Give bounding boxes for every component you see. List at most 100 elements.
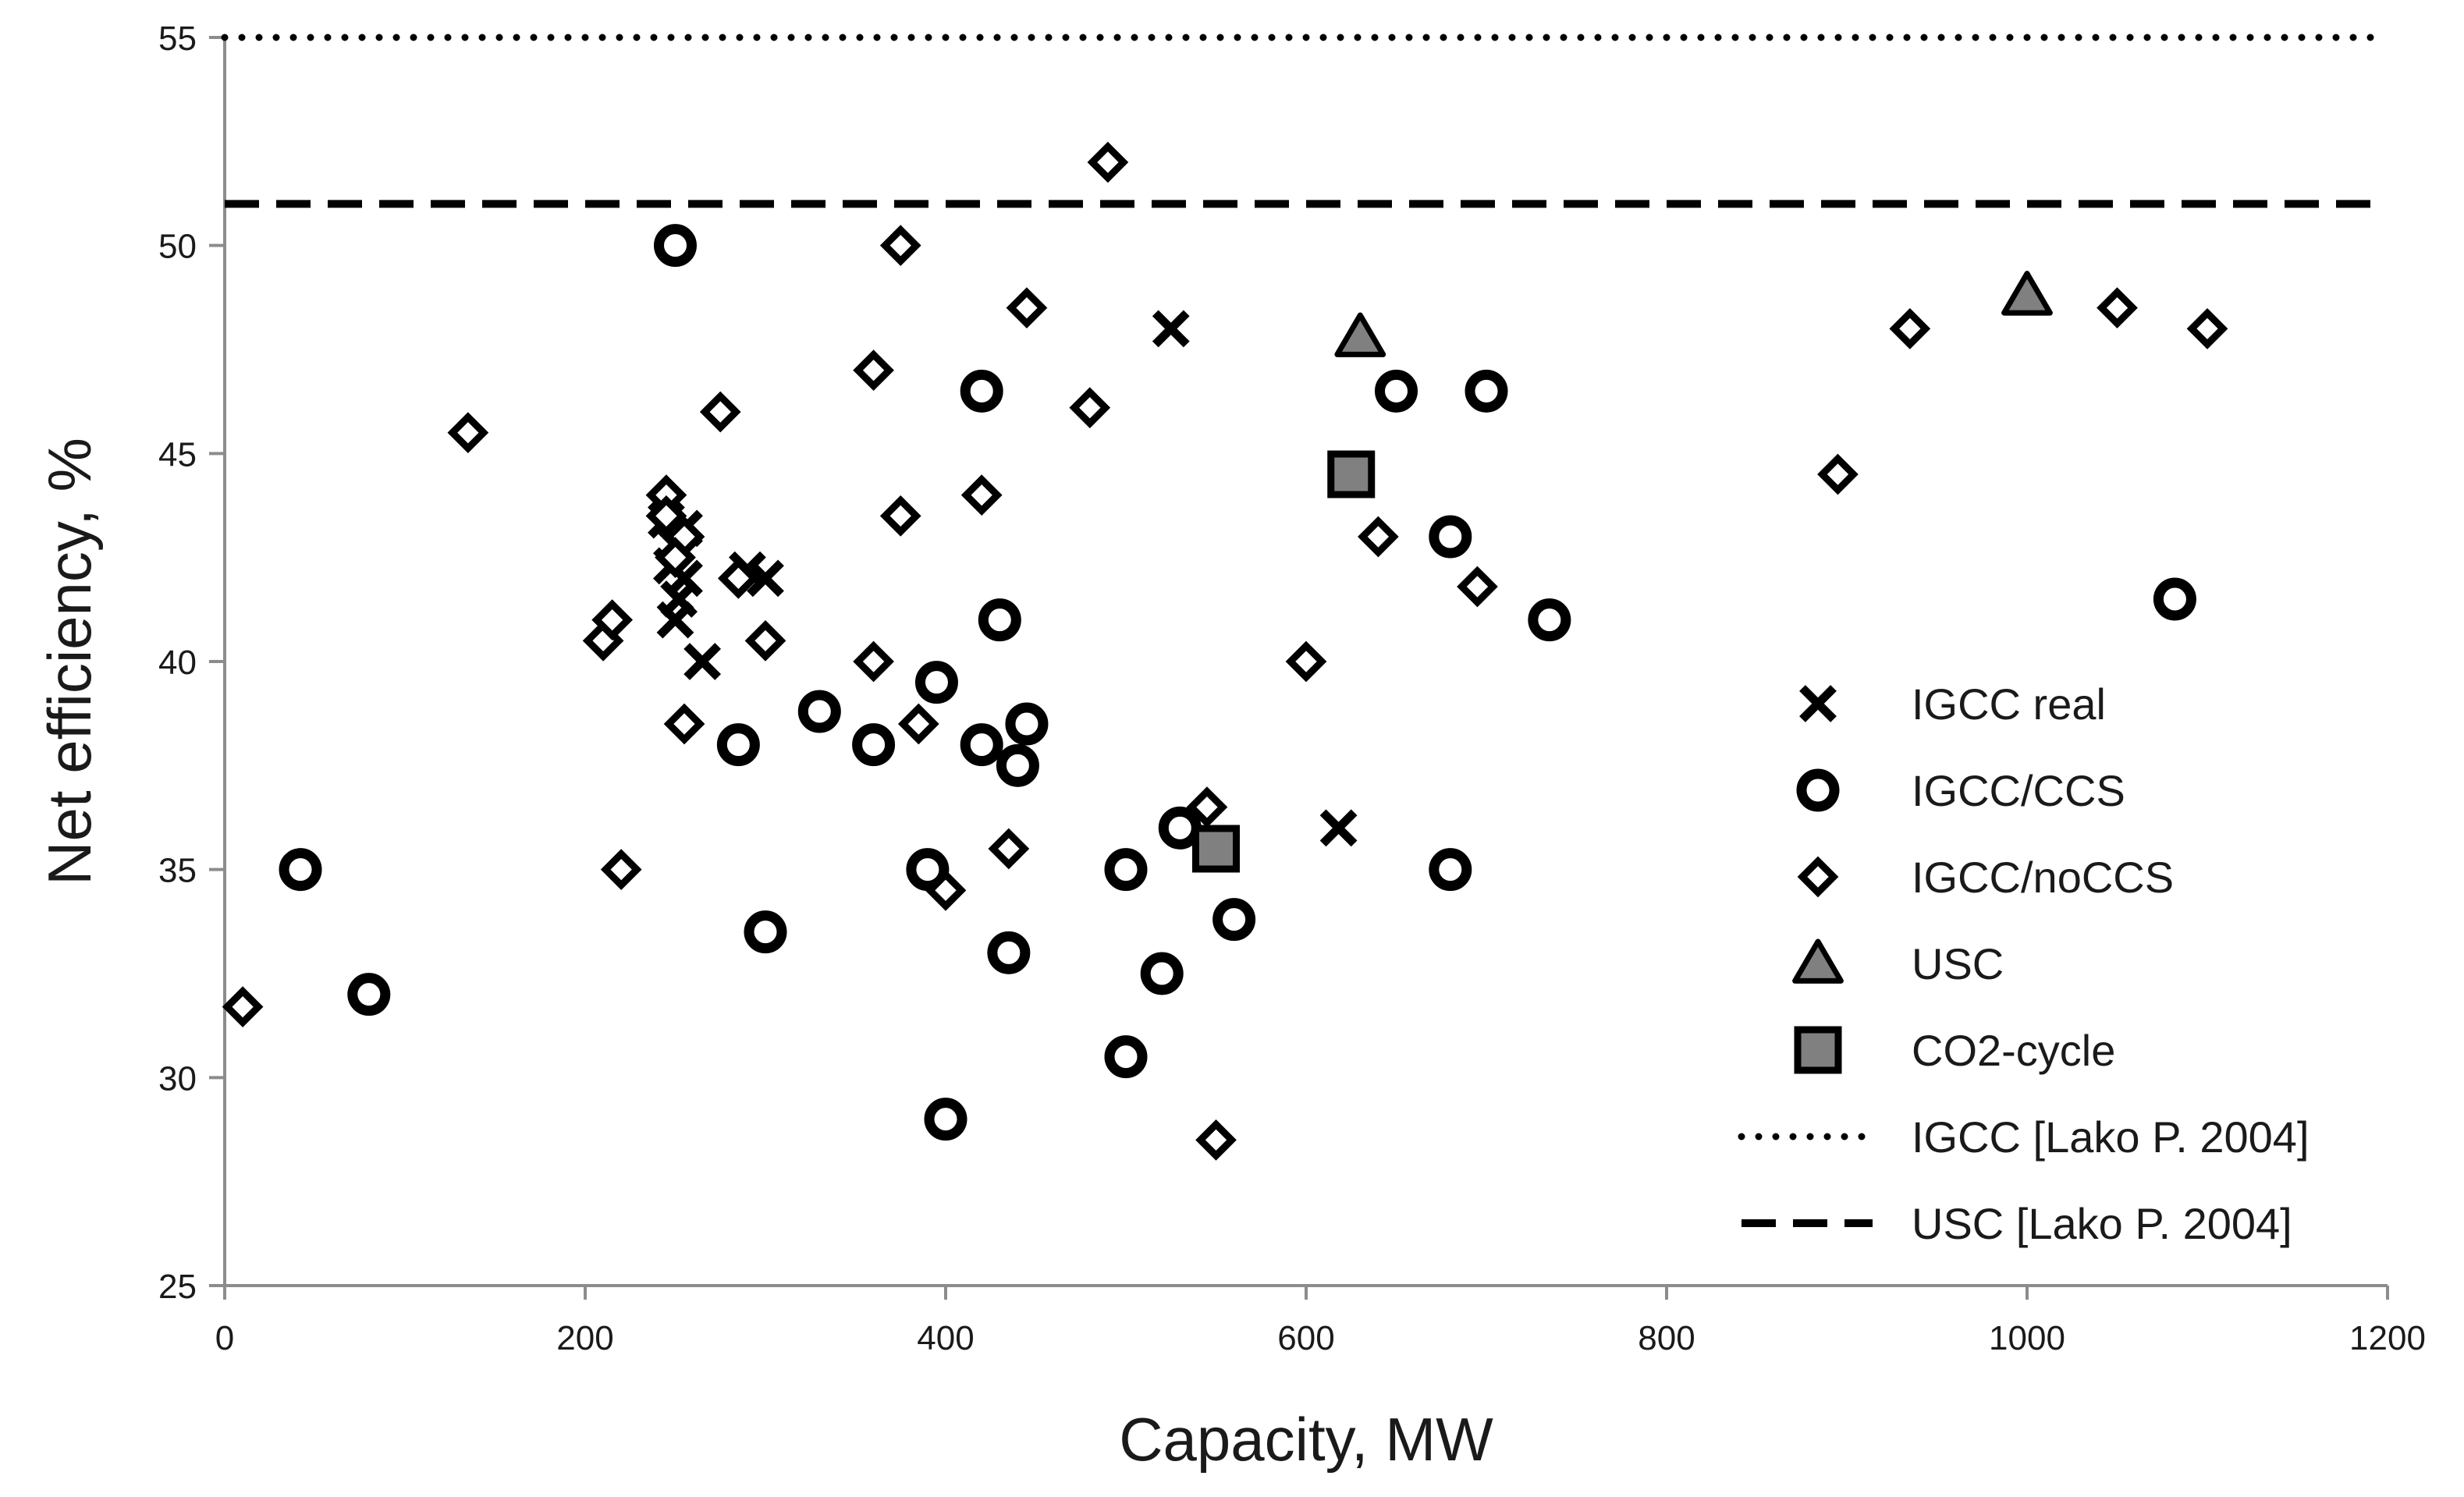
data-point-circle (1375, 369, 1418, 413)
data-point-circle (852, 723, 896, 767)
legend-label: IGCC real (1912, 679, 2106, 729)
data-point-diamond (222, 986, 264, 1028)
data-point-circle (1140, 952, 1184, 995)
y-axis-title: Net efficiency, % (35, 438, 104, 885)
x-axis-title: Capacity, MW (1119, 1405, 1493, 1474)
data-point-circle (996, 743, 1039, 787)
data-markers (222, 141, 2228, 1161)
data-point-circle (347, 973, 391, 1016)
data-point-circle (716, 723, 760, 767)
data-point-diamond (2097, 287, 2138, 329)
x-tick-label: 600 (1277, 1319, 1334, 1357)
y-tick-label: 55 (158, 20, 197, 58)
x-tick-label: 200 (556, 1319, 613, 1357)
data-point-diamond (2186, 307, 2228, 349)
reference-lines (221, 34, 2391, 208)
data-point-x (1319, 809, 1358, 847)
legend-item: USC (1792, 938, 2004, 988)
data-point-diamond (897, 703, 939, 745)
data-point-circle (960, 723, 1003, 767)
x-tick-label: 400 (917, 1319, 974, 1357)
data-point-diamond (744, 619, 786, 662)
data-point-circle (1104, 1035, 1148, 1079)
data-point-diamond (925, 869, 967, 911)
x-tick-label: 1200 (2349, 1319, 2426, 1357)
x-tick-label: 800 (1638, 1319, 1695, 1357)
y-tick-label: 45 (158, 435, 197, 474)
legend-label: USC [Lako P. 2004] (1912, 1199, 2292, 1248)
data-point-diamond (447, 412, 489, 454)
data-point-circle (978, 598, 1021, 642)
data-point-circle (906, 848, 950, 892)
legend-item: USC [Lako P. 2004] (1741, 1199, 2292, 1248)
x-tick-label: 0 (215, 1319, 234, 1357)
data-point-diamond (853, 640, 894, 683)
legend-symbol-x (1799, 685, 1837, 722)
legend-item: IGCC real (1799, 679, 2106, 729)
legend-item: CO2-cycle (1794, 1026, 2115, 1075)
data-point-circle (1212, 898, 1256, 942)
y-tick-label: 25 (158, 1268, 197, 1306)
legend-item: IGCC/CCS (1796, 766, 2125, 815)
legend-symbol-circle (1796, 768, 1840, 812)
data-point-diamond (1358, 516, 1399, 558)
data-point-circle (1104, 848, 1148, 892)
data-point-diamond (1087, 141, 1129, 183)
data-point-diamond (1457, 566, 1498, 608)
y-tick-label: 50 (158, 228, 197, 266)
axes: 0 200 400 600 800 1000 1200 25 30 35 40 45 50 55 (158, 20, 2426, 1357)
legend-symbol-triangle (1792, 938, 1844, 984)
data-point-circle (1429, 515, 1472, 559)
data-point-circle (1528, 598, 1571, 642)
legend-label: IGCC [Lako P. 2004] (1912, 1112, 2310, 1162)
data-point-diamond (1285, 640, 1327, 683)
legend-label: USC (1912, 939, 2004, 988)
data-point-circle (744, 910, 787, 954)
legend-symbol-square (1794, 1026, 1842, 1074)
y-axis-ticks: 25 30 35 40 45 50 55 (158, 20, 225, 1306)
data-point-circle (654, 224, 697, 268)
data-point-circle (960, 369, 1003, 413)
legend-item: IGCC [Lako P. 2004] (1738, 1112, 2310, 1162)
data-point-square (1192, 825, 1240, 873)
data-point-x (747, 559, 784, 598)
data-point-diamond (717, 557, 759, 599)
data-point-diamond (1069, 387, 1111, 429)
data-point-diamond (600, 849, 642, 891)
data-point-circle (1465, 369, 1508, 413)
x-tick-label: 1000 (1989, 1319, 2065, 1357)
legend-label: IGCC/noCCS (1912, 853, 2174, 902)
data-point-circle (1158, 806, 1202, 850)
data-point-triangle (2001, 271, 2053, 316)
data-point-circle (1005, 702, 1049, 746)
data-point-x (683, 643, 722, 680)
data-point-diamond (663, 703, 705, 745)
x-axis-ticks: 0 200 400 600 800 1000 1200 (215, 1286, 2426, 1357)
data-point-circle (797, 690, 841, 733)
data-point-square (1327, 450, 1376, 498)
data-point-circle (914, 661, 958, 704)
data-point-diamond (1195, 1119, 1237, 1161)
data-point-diamond (591, 599, 634, 641)
data-point-diamond (655, 537, 696, 579)
data-point-diamond (879, 495, 921, 537)
data-point-x (656, 601, 694, 639)
data-point-diamond (645, 495, 687, 537)
legend-label: CO2-cycle (1912, 1026, 2115, 1075)
legend-item: IGCC/noCCS (1797, 853, 2174, 902)
legend: IGCC real IGCC/CCS IGCC/noCCS USC CO2-cycle I… (1738, 679, 2310, 1248)
data-point-diamond (1817, 453, 1859, 495)
y-tick-label: 30 (158, 1059, 197, 1098)
data-point-diamond (699, 391, 741, 433)
data-point-triangle (1334, 312, 1386, 357)
legend-label: IGCC/CCS (1912, 766, 2125, 815)
data-point-circle (924, 1098, 967, 1141)
y-tick-label: 35 (158, 852, 197, 890)
data-point-diamond (1889, 307, 1931, 349)
data-point-diamond (853, 349, 894, 392)
data-point-diamond (1186, 786, 1228, 828)
data-point-diamond (879, 225, 921, 267)
data-point-circle (279, 848, 322, 892)
y-tick-label: 40 (158, 644, 197, 682)
